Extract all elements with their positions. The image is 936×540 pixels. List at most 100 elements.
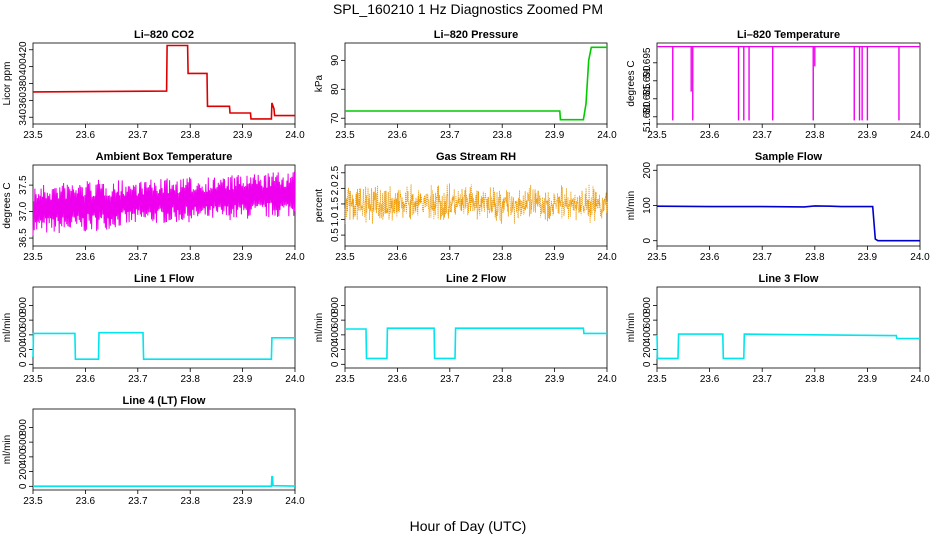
x-tick-label: 23.5: [647, 374, 667, 385]
panel-3: Ambient Box Temperature degrees C 23.5 23.6…: [2, 151, 305, 263]
x-tick-label: 24.0: [910, 374, 930, 385]
series-line: [656, 205, 920, 242]
plot-frame: [344, 286, 608, 369]
y-tick-label: 2.0: [330, 181, 341, 195]
y-tick-label: 400: [18, 326, 29, 343]
y-tick-label: 0: [642, 237, 653, 243]
x-tick-label: 23.8: [805, 252, 825, 263]
x-tick-label: 23.7: [128, 130, 148, 141]
panel-6: Line 1 Flow ml/min 23.5 23.6 23.7 23.8 23.9 24.…: [2, 273, 305, 385]
panel-0: Li–820 CO2 Licor ppm 23.5 23.6 23.7 23.8 23.9 2…: [2, 29, 305, 141]
x-tick-label: 23.9: [233, 374, 253, 385]
series-line: [345, 46, 607, 121]
x-tick-label: 23.9: [233, 130, 253, 141]
shared-x-axis-label: Hour of Day (UTC): [409, 518, 527, 534]
y-tick-label: 51.685: [642, 83, 653, 114]
x-tick-label: 23.9: [545, 130, 565, 141]
x-tick-label: 23.7: [440, 130, 460, 141]
y-tick-label: 70: [330, 112, 341, 124]
x-tick-label: 24.0: [285, 374, 305, 385]
y-tick-label: 800: [642, 297, 653, 314]
panel-title: Gas Stream RH: [436, 151, 516, 163]
panel-5: Sample Flow ml/min 23.5 23.6 23.7 23.8 23.9 24.…: [626, 151, 930, 263]
x-tick-label: 23.9: [233, 496, 253, 507]
x-tick-label: 23.8: [180, 130, 200, 141]
panel-title: Line 2 Flow: [446, 273, 506, 285]
y-tick-label: 200: [642, 341, 653, 358]
y-tick-label: 340: [18, 108, 29, 125]
x-tick-label: 23.8: [180, 252, 200, 263]
y-tick-label: 400: [330, 326, 341, 343]
y-tick-label: 400: [18, 448, 29, 465]
y-axis-label: ml/min: [626, 191, 637, 220]
x-tick-label: 23.5: [335, 130, 355, 141]
plot-frame: [344, 42, 608, 125]
series-line: [33, 475, 296, 488]
x-tick-label: 23.8: [180, 374, 200, 385]
x-tick-label: 23.5: [23, 496, 43, 507]
x-tick-label: 23.9: [858, 374, 878, 385]
x-tick-label: 23.5: [23, 374, 43, 385]
x-tick-label: 23.9: [545, 374, 565, 385]
x-tick-label: 23.7: [752, 130, 772, 141]
y-tick-label: 0.5: [330, 228, 341, 242]
panel-title: Ambient Box Temperature: [96, 151, 233, 163]
y-axis-label: Licor ppm: [2, 62, 13, 106]
panel-title: Line 3 Flow: [759, 273, 819, 285]
plot-frame: [32, 408, 296, 491]
panel-8: Line 3 Flow ml/min 23.5 23.6 23.7 23.8 23.9 24.…: [626, 273, 930, 385]
y-axis-label: ml/min: [2, 435, 13, 464]
panel-title: Line 1 Flow: [134, 273, 194, 285]
x-tick-label: 23.6: [388, 252, 408, 263]
x-tick-label: 23.7: [752, 252, 772, 263]
y-tick-label: 51.680: [642, 101, 653, 132]
x-tick-label: 23.9: [545, 252, 565, 263]
plot-frame: [344, 164, 608, 247]
x-tick-label: 23.6: [76, 496, 96, 507]
x-tick-label: 23.6: [76, 252, 96, 263]
x-tick-label: 23.5: [23, 130, 43, 141]
y-tick-label: 2.5: [330, 165, 341, 179]
y-tick-label: 360: [18, 92, 29, 109]
x-tick-label: 23.7: [752, 374, 772, 385]
y-tick-label: 400: [18, 58, 29, 75]
series-line: [32, 331, 295, 361]
y-tick-label: 600: [18, 311, 29, 328]
panel-title: Sample Flow: [755, 151, 823, 163]
x-tick-label: 23.7: [128, 496, 148, 507]
x-tick-label: 23.9: [858, 252, 878, 263]
panel-7: Line 2 Flow ml/min 23.5 23.6 23.7 23.8 23.9 24.…: [314, 273, 617, 385]
x-tick-label: 24.0: [910, 130, 930, 141]
x-tick-label: 23.5: [647, 130, 667, 141]
series-line: [32, 171, 296, 236]
x-tick-label: 23.8: [492, 130, 512, 141]
x-tick-label: 23.6: [76, 130, 96, 141]
x-tick-label: 23.7: [440, 374, 460, 385]
series-line: [32, 44, 295, 120]
x-tick-label: 23.7: [128, 374, 148, 385]
x-tick-label: 23.5: [335, 374, 355, 385]
x-tick-label: 23.8: [805, 130, 825, 141]
y-tick-label: 0: [642, 361, 653, 367]
y-tick-label: 600: [330, 311, 341, 328]
plot-frame: [32, 286, 296, 369]
y-axis-label: percent: [314, 189, 325, 223]
x-tick-label: 23.8: [180, 496, 200, 507]
x-tick-label: 23.6: [388, 130, 408, 141]
series-line: [656, 333, 920, 360]
plot-frame: [656, 42, 921, 125]
y-tick-label: 0: [330, 361, 341, 367]
plot-frame: [32, 42, 296, 125]
x-tick-label: 24.0: [285, 496, 305, 507]
x-tick-label: 23.6: [700, 252, 720, 263]
panel-2: Li–820 Temperature degrees C 23.5 23.6 23.7 2…: [626, 29, 930, 141]
panel-9: Line 4 (LT) Flow ml/min 23.5 23.6 23.7 23.8 23…: [2, 395, 305, 507]
panel-title: Li–820 Temperature: [737, 29, 840, 41]
x-tick-label: 23.5: [647, 252, 667, 263]
x-tick-label: 23.6: [700, 374, 720, 385]
series-line: [345, 327, 607, 360]
x-tick-label: 23.5: [335, 252, 355, 263]
y-tick-label: 800: [18, 419, 29, 436]
plot-frame: [656, 164, 921, 247]
